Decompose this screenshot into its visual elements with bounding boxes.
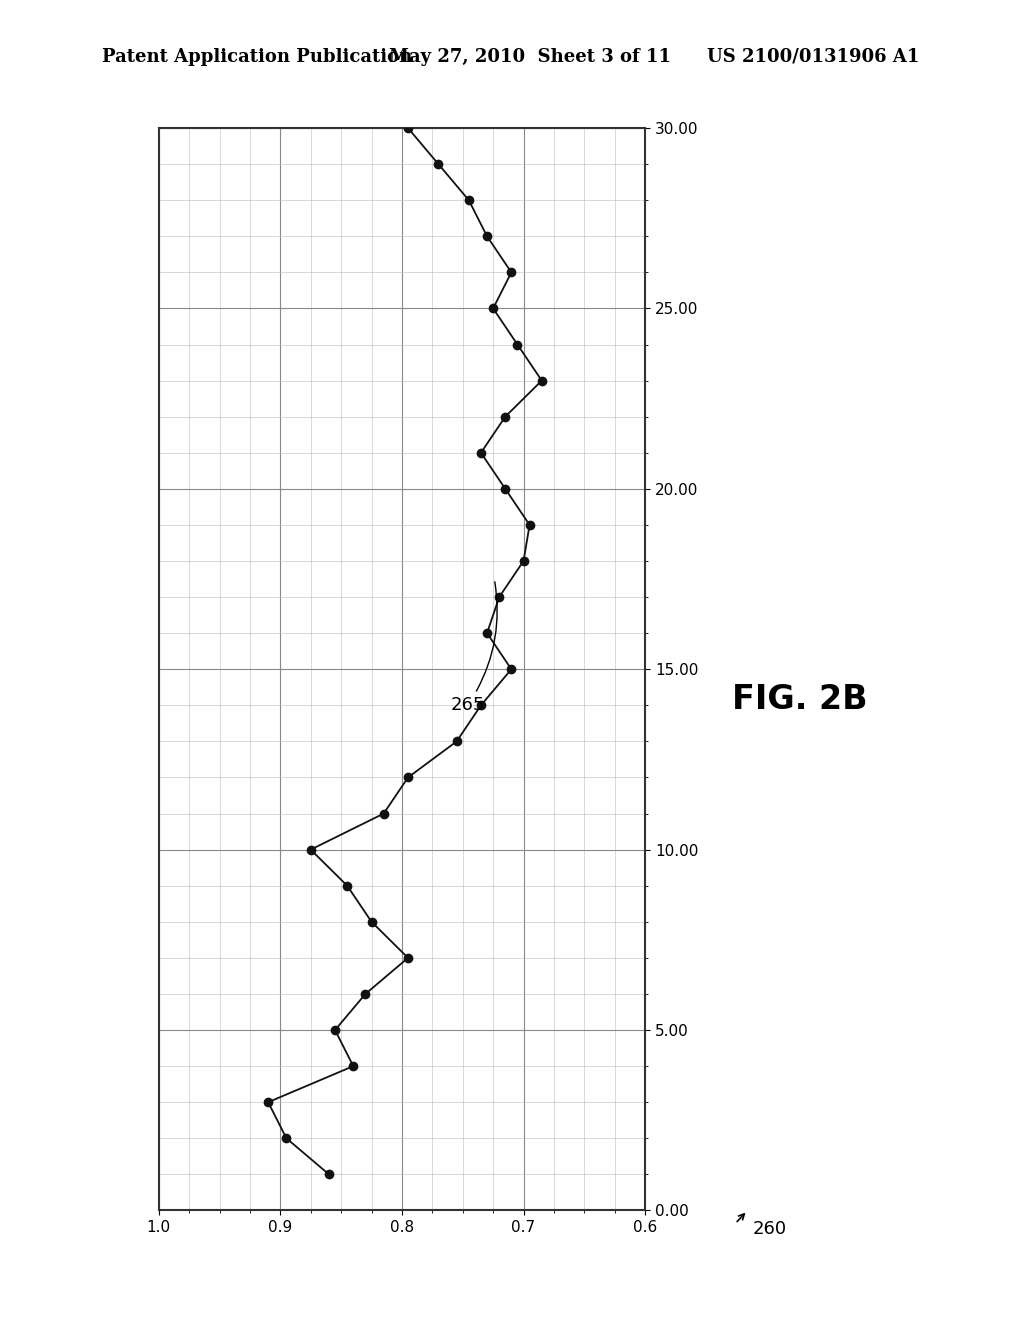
Text: 260: 260 <box>753 1220 786 1238</box>
Text: FIG. 2B: FIG. 2B <box>732 684 867 715</box>
Text: May 27, 2010  Sheet 3 of 11: May 27, 2010 Sheet 3 of 11 <box>389 48 671 66</box>
Text: Patent Application Publication: Patent Application Publication <box>102 48 413 66</box>
Text: US 2100/0131906 A1: US 2100/0131906 A1 <box>707 48 919 66</box>
Text: 265: 265 <box>451 582 498 714</box>
